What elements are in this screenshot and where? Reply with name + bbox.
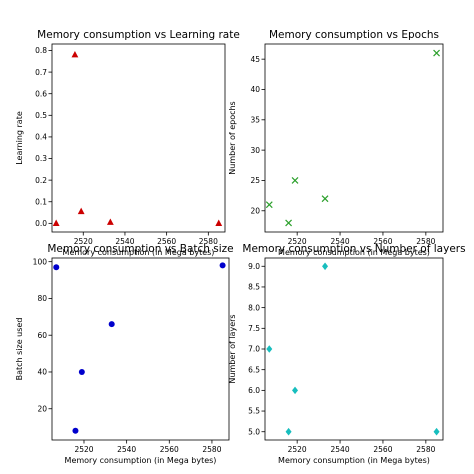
data-point: [265, 201, 273, 209]
y-axis-label: Number of layers: [228, 314, 237, 383]
x-axis-label: Memory consumption (in Mega bytes): [278, 456, 430, 465]
data-point: [215, 219, 223, 226]
x-tick-label: 2520: [74, 237, 93, 246]
x-tick-label: 2540: [117, 445, 136, 454]
x-tick-label: 2560: [157, 237, 176, 246]
y-tick-label: 40: [250, 85, 260, 94]
y-tick-label: 25: [250, 176, 260, 185]
x-tick-label: 2560: [160, 445, 179, 454]
y-tick-label: 5.5: [248, 407, 260, 416]
x-tick-label: 2520: [288, 445, 307, 454]
y-axis-label: Number of epochs: [228, 101, 237, 174]
x-tick-label: 2560: [373, 445, 392, 454]
y-tick-label: 7.5: [248, 324, 260, 333]
y-tick-label: 6.5: [248, 365, 260, 374]
y-tick-label: 80: [37, 294, 47, 303]
chart-panel-1: Memory consumption vs Learning rate 2520 2…: [15, 29, 240, 257]
y-tick-label: 5.0: [248, 427, 260, 436]
y-tick-label: 0.0: [35, 219, 47, 228]
y-tick-label: 0.1: [35, 197, 47, 206]
y-tick-label: 8.5: [248, 283, 260, 292]
plot-frame: [51, 43, 226, 233]
data-point: [72, 427, 79, 434]
x-tick-label: 2540: [115, 237, 134, 246]
y-tick-label: 9.0: [248, 262, 260, 271]
x-tick-label: 2540: [331, 445, 350, 454]
data-point: [52, 219, 60, 226]
y-tick-label: 6.0: [248, 386, 260, 395]
data-point: [291, 177, 299, 184]
x-tick-label: 2560: [373, 237, 392, 246]
data-point: [433, 427, 440, 436]
chart-panel-4: Memory consumption vs Number of layers 25…: [228, 243, 466, 465]
x-axis-label: Memory consumption (in Mega bytes): [278, 248, 430, 257]
y-tick-label: 8.0: [248, 303, 260, 312]
data-point: [53, 264, 60, 271]
x-axis-label: Memory consumption (in Mega bytes): [63, 248, 215, 257]
y-tick-label: 7.0: [248, 345, 260, 354]
x-tick-label: 2520: [74, 445, 93, 454]
y-tick-label: 0.8: [35, 46, 47, 55]
y-tick-label: 0.2: [35, 176, 47, 185]
x-tick-label: 2580: [202, 445, 221, 454]
x-axis-label: Memory consumption (in Mega bytes): [65, 456, 217, 465]
chart-title: Memory consumption vs Learning rate: [37, 29, 240, 41]
data-point: [78, 368, 85, 375]
data-point: [321, 195, 329, 203]
y-tick-label: 20: [37, 404, 47, 413]
data-point: [285, 427, 292, 436]
data-point: [106, 218, 114, 225]
x-tick-label: 2540: [331, 237, 350, 246]
y-tick-label: 35: [250, 116, 260, 125]
data-point: [292, 386, 299, 395]
data-point: [108, 321, 115, 328]
data-point: [433, 49, 440, 57]
y-tick-label: 100: [33, 257, 48, 266]
plot-frame: [51, 257, 230, 441]
y-tick-label: 0.6: [35, 89, 47, 98]
y-tick-label: 0.5: [35, 111, 47, 120]
x-tick-label: 2580: [199, 237, 218, 246]
y-tick-label: 0.7: [35, 68, 47, 77]
y-tick-label: 20: [250, 206, 260, 215]
x-tick-label: 2520: [288, 237, 307, 246]
plot-frame: [264, 257, 444, 441]
y-tick-label: 45: [250, 55, 260, 64]
data-point: [322, 262, 329, 271]
plot-frame: [264, 43, 444, 233]
data-point: [285, 219, 293, 227]
chart-panel-3: Memory consumption vs Batch size 2520 2540…: [15, 243, 234, 465]
data-point: [71, 51, 79, 58]
y-axis-label: Batch size used: [15, 318, 24, 381]
x-tick-label: 2580: [416, 237, 435, 246]
y-tick-label: 30: [250, 146, 260, 155]
data-point: [266, 345, 273, 353]
y-tick-label: 60: [37, 331, 47, 340]
chart-title: Memory consumption vs Number of layers: [242, 243, 465, 255]
chart-title: Memory consumption vs Batch size: [47, 243, 233, 255]
y-axis-label: Learning rate: [15, 111, 24, 165]
y-tick-label: 0.3: [35, 154, 47, 163]
chart-title: Memory consumption vs Epochs: [269, 29, 439, 41]
data-point: [219, 262, 226, 269]
y-tick-label: 40: [37, 368, 47, 377]
data-point: [77, 207, 85, 215]
x-tick-label: 2580: [416, 445, 435, 454]
y-tick-label: 0.4: [35, 133, 47, 142]
